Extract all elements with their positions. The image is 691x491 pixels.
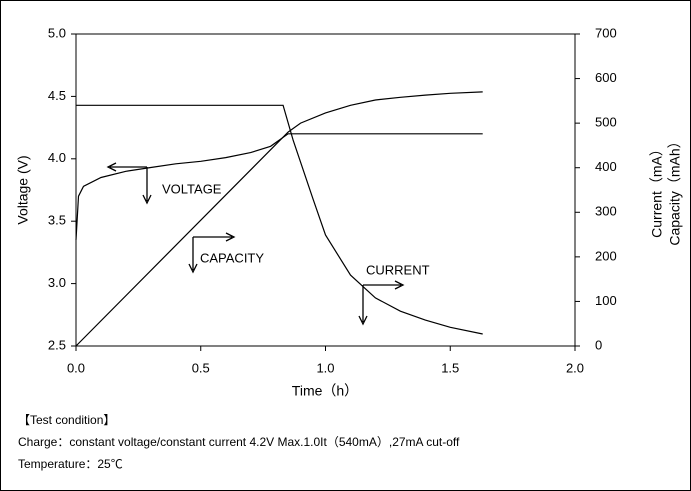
y-tick-label: 2.5: [48, 337, 66, 352]
y2-tick-label: 100: [595, 293, 617, 308]
y2-tick-label: 300: [595, 204, 617, 219]
series-line: [76, 104, 483, 335]
y2-tick-label: 200: [595, 248, 617, 263]
y2-axis-label: Current（mA）: [649, 142, 665, 238]
y2-tick-label: 700: [595, 25, 617, 40]
x-tick-label: 0.0: [67, 360, 85, 375]
y2-tick-label: 600: [595, 70, 617, 85]
note: Temperature：25℃: [18, 457, 123, 471]
series-annotation: CURRENT: [366, 262, 430, 277]
y-tick-label: 5.0: [48, 25, 66, 40]
y2-tick-label: 500: [595, 115, 617, 130]
series-annotation: CAPACITY: [200, 250, 264, 265]
x-axis-label: Time（h）: [292, 383, 358, 399]
annotation-arrows: [106, 162, 405, 326]
y-tick-label: 3.0: [48, 275, 66, 290]
y2-axis-label: Capacity（mAh）: [667, 134, 683, 245]
y-tick-label: 4.0: [48, 150, 66, 165]
series-line: [75, 133, 483, 240]
x-tick-label: 0.5: [192, 360, 210, 375]
y-tick-label: 4.5: [48, 88, 66, 103]
note: Charge：constant voltage/constant current…: [18, 435, 460, 449]
y2-tick-label: 400: [595, 159, 617, 174]
y-axis-label: Voltage (V): [15, 155, 31, 224]
plot-area: [75, 33, 576, 347]
y-tick-label: 3.5: [48, 213, 66, 228]
x-tick-label: 1.5: [441, 360, 459, 375]
x-tick-label: 2.0: [566, 360, 584, 375]
series-line: [75, 91, 483, 347]
y2-tick-label: 0: [595, 337, 602, 352]
note: 【Test condition】: [18, 413, 115, 427]
x-tick-label: 1.0: [316, 360, 334, 375]
series-annotation: VOLTAGE: [162, 181, 222, 196]
